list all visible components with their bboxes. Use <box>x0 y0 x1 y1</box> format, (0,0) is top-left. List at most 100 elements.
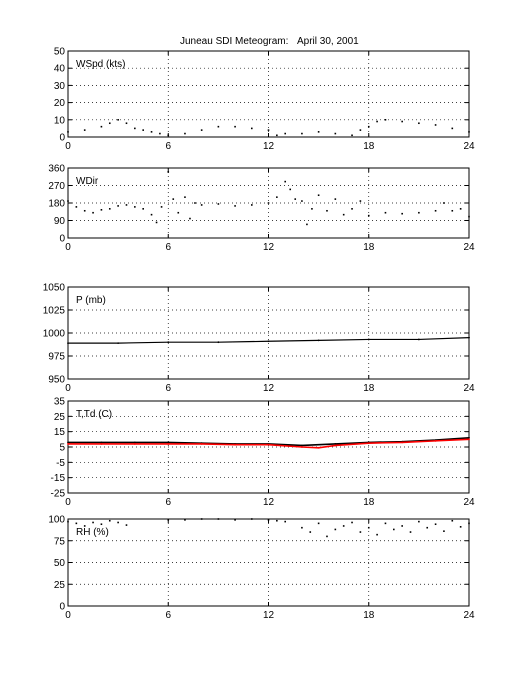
point-wdir <box>289 188 292 191</box>
point-pressure <box>67 342 69 345</box>
point-dewpoint <box>317 446 320 449</box>
y-tick-label: 50 <box>54 558 66 569</box>
x-tick-label: 12 <box>263 141 275 152</box>
point-wspd <box>134 127 136 130</box>
point-rh <box>351 521 353 524</box>
point-pressure <box>417 338 420 341</box>
point-wspd <box>184 132 186 135</box>
y-tick-label: 0 <box>59 602 65 613</box>
x-tick-label: 0 <box>65 141 71 152</box>
point-wdir <box>134 206 136 208</box>
x-tick-label: 12 <box>263 497 275 508</box>
point-wspd <box>234 125 236 128</box>
point-wspd <box>159 132 161 135</box>
point-rh <box>67 520 69 523</box>
point-dewpoint <box>200 443 203 445</box>
point-wdir <box>150 213 153 216</box>
point-dewpoint <box>100 443 103 445</box>
point-dewpoint <box>167 443 170 445</box>
point-wspd <box>384 119 387 121</box>
point-wspd <box>434 124 437 126</box>
point-rh <box>108 519 111 522</box>
point-wspd <box>401 120 403 123</box>
y-tick-label: -15 <box>51 473 66 484</box>
point-temperature <box>301 444 303 447</box>
panel-label: T,Td (C) <box>76 409 112 420</box>
point-wspd <box>150 131 153 133</box>
point-wdir <box>167 171 170 173</box>
point-rh <box>326 535 328 538</box>
point-temperature <box>133 441 136 444</box>
point-wdir <box>351 208 353 210</box>
point-rh <box>184 519 186 521</box>
point-wdir <box>177 211 180 214</box>
point-wdir <box>317 194 320 197</box>
point-rh <box>317 522 320 525</box>
point-wspd <box>284 132 287 135</box>
point-wdir <box>67 200 69 202</box>
point-rh <box>267 519 270 521</box>
y-tick-label: -5 <box>56 458 65 469</box>
point-rh <box>83 525 86 527</box>
x-tick-label: 6 <box>165 497 171 508</box>
point-wdir <box>194 202 196 204</box>
point-pressure <box>267 340 270 343</box>
y-tick-label: 15 <box>54 427 66 438</box>
point-rh <box>409 531 412 533</box>
point-wspd <box>250 127 253 130</box>
y-tick-label: 270 <box>48 181 65 192</box>
point-rh <box>125 524 128 526</box>
point-wdir <box>108 208 111 210</box>
x-tick-label: 24 <box>463 242 475 253</box>
point-rh <box>359 531 362 533</box>
point-wdir <box>326 209 328 212</box>
y-tick-label: 1025 <box>43 306 66 317</box>
point-dewpoint <box>234 443 236 446</box>
point-temperature <box>468 436 470 439</box>
point-dewpoint <box>301 446 303 448</box>
point-wspd <box>367 125 370 128</box>
point-wspd <box>83 129 86 131</box>
point-wspd <box>468 131 470 133</box>
point-wdir <box>451 209 454 212</box>
x-tick-label: 24 <box>463 141 475 152</box>
x-tick-label: 6 <box>165 610 171 621</box>
point-wdir <box>434 209 437 212</box>
point-wdir <box>142 208 144 210</box>
point-wspd <box>267 129 270 131</box>
point-wspd <box>359 129 362 131</box>
point-wdir <box>250 204 253 206</box>
point-rh <box>117 521 119 524</box>
point-rh <box>468 522 470 525</box>
series-dewpoint-line <box>68 438 470 449</box>
point-wdir <box>75 206 78 208</box>
x-tick-label: 6 <box>165 141 171 152</box>
y-tick-label: 975 <box>48 352 65 363</box>
point-wspd <box>67 131 69 133</box>
point-wdir <box>294 198 297 200</box>
point-rh <box>167 519 170 521</box>
panel-pressure: 0 6 12 18 24 950 975 1000 1025 1050 P (mb) <box>43 283 475 395</box>
point-wdir <box>334 198 337 200</box>
y-tick-label: 1050 <box>43 283 66 294</box>
point-pressure <box>317 339 320 342</box>
point-rh <box>301 526 303 529</box>
point-dewpoint <box>434 439 437 442</box>
point-wdir <box>418 211 420 214</box>
point-rh <box>443 530 445 532</box>
point-wdir <box>125 204 128 206</box>
figure-title: Juneau SDI Meteogram: <box>180 36 288 47</box>
point-rh <box>426 526 429 529</box>
point-wspd <box>142 129 144 131</box>
point-wspd <box>418 122 420 125</box>
point-temperature <box>67 441 69 444</box>
point-wdir <box>342 213 345 216</box>
point-wdir <box>160 206 163 208</box>
x-tick-label: 0 <box>65 497 71 508</box>
point-pressure <box>117 342 120 345</box>
x-tick-label: 6 <box>165 383 171 394</box>
point-rh <box>376 533 378 536</box>
point-wspd <box>100 125 103 128</box>
x-tick-label: 24 <box>463 610 475 621</box>
